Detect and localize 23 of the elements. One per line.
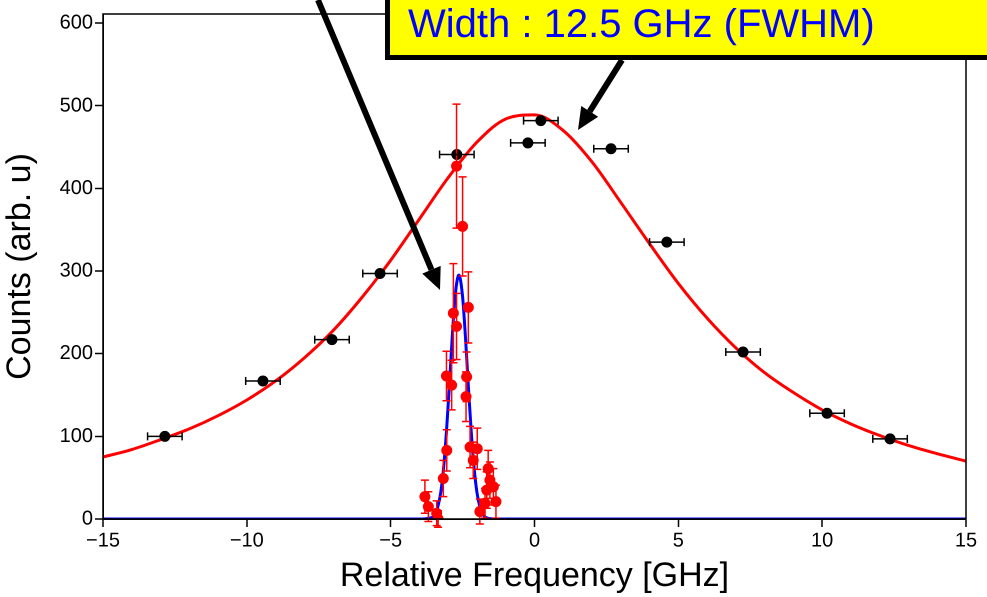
point — [257, 375, 268, 386]
callout-box: Width : 12.5 GHz (FWHM) — [385, 0, 987, 60]
x-tick-label: 0 — [528, 530, 540, 552]
x-tick-label: 10 — [811, 530, 834, 552]
x-tick-label: −5 — [379, 530, 402, 552]
point — [451, 160, 462, 172]
y-axis-title: Counts (arb. u) — [0, 153, 38, 380]
x-axis-title: Relative Frequency [GHz] — [340, 556, 730, 594]
point — [326, 334, 338, 346]
y-tick-label: 200 — [60, 342, 93, 364]
x-tick-label: 15 — [954, 530, 978, 552]
y-tick-label: 0 — [82, 508, 93, 530]
y-tick-label: 500 — [60, 94, 93, 116]
y-tick-label: 100 — [60, 424, 93, 447]
point — [159, 430, 170, 442]
point — [738, 346, 749, 358]
y-tick-label: 400 — [60, 176, 93, 199]
x-tick-label: 5 — [672, 530, 684, 552]
y-tick-label: 300 — [60, 260, 93, 282]
x-tick-label: −10 — [230, 530, 264, 552]
y-tick-label: 600 — [60, 12, 93, 34]
x-tick-label: −15 — [86, 530, 120, 552]
point — [374, 268, 386, 280]
